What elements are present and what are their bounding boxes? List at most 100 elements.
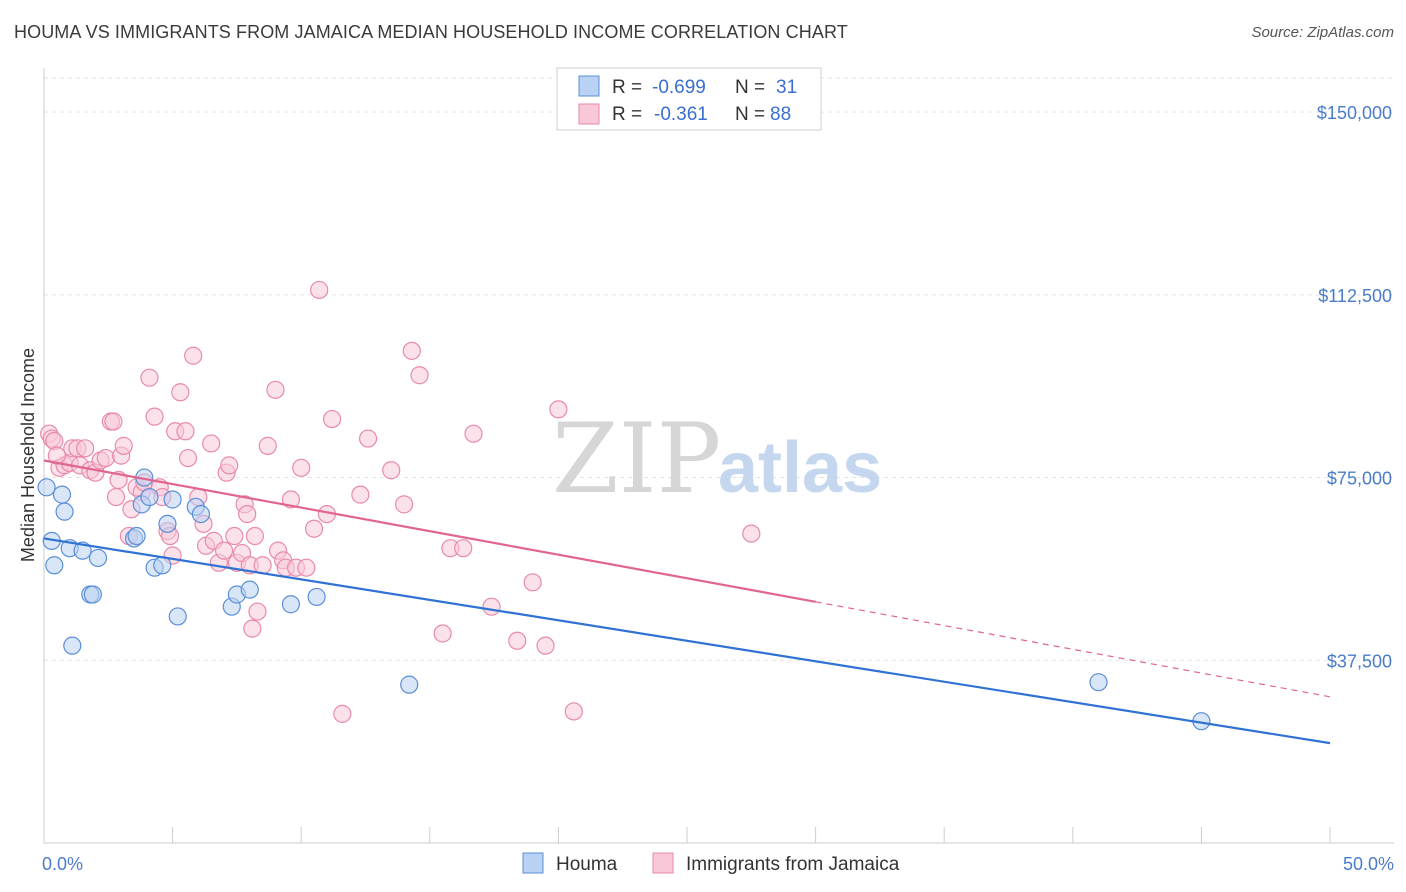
point-immigrants-from-jamaica-64 (297, 558, 316, 577)
point-houma-8 (83, 585, 102, 604)
bottom-legend-label-houma: Houma (556, 854, 618, 875)
watermark-zip: ZIP (552, 403, 721, 515)
trend-lines (43, 459, 1331, 745)
point-houma-18 (163, 490, 182, 509)
point-immigrants-from-jamaica-86 (742, 524, 761, 543)
point-houma-27 (400, 675, 419, 694)
legend-r-label-jamaica: R = (612, 104, 642, 125)
legend-frame (556, 67, 822, 131)
point-immigrants-from-jamaica-61 (281, 490, 301, 509)
point-immigrants-from-jamaica-84 (549, 400, 568, 419)
y-tick-label-1: $75,000 (1327, 469, 1392, 489)
point-houma-1 (45, 556, 64, 575)
point-immigrants-from-jamaica-54 (248, 602, 267, 621)
point-immigrants-from-jamaica-65 (304, 519, 324, 538)
point-immigrants-from-jamaica-69 (333, 704, 352, 723)
point-immigrants-from-jamaica-52 (243, 619, 262, 638)
point-immigrants-from-jamaica-26 (145, 407, 164, 426)
point-immigrants-from-jamaica-46 (225, 526, 244, 546)
point-immigrants-from-jamaica-78 (454, 539, 473, 558)
data-points (37, 280, 1211, 731)
y-tick-label-2: $112,500 (1318, 286, 1392, 306)
point-immigrants-from-jamaica-13 (96, 448, 115, 468)
point-houma-2 (52, 485, 72, 504)
y-axis-label: Median Household Income (18, 348, 38, 562)
point-immigrants-from-jamaica-36 (184, 346, 203, 365)
point-immigrants-from-jamaica-56 (258, 436, 277, 455)
point-houma-6 (73, 541, 92, 560)
point-immigrants-from-jamaica-68 (322, 409, 342, 429)
point-immigrants-from-jamaica-81 (508, 631, 527, 650)
point-houma-25 (281, 595, 301, 614)
trend-line-immigrants-from-jamaica (43, 459, 816, 603)
point-immigrants-from-jamaica-53 (245, 526, 265, 546)
point-immigrants-from-jamaica-71 (358, 429, 378, 448)
point-immigrants-from-jamaica-16 (106, 487, 126, 507)
point-immigrants-from-jamaica-19 (114, 436, 133, 455)
point-immigrants-from-jamaica-9 (76, 439, 95, 458)
bottom-legend-label-jamaica: Immigrants from Jamaica (686, 854, 900, 875)
legend-r-value-jamaica: -0.361 (654, 104, 708, 125)
point-houma-17 (158, 514, 177, 533)
x-tick-label-0: 0.0% (42, 854, 83, 874)
point-immigrants-from-jamaica-45 (220, 456, 239, 475)
bottom-legend-swatch-houma (522, 852, 544, 874)
legend-r-value-houma: -0.699 (652, 77, 706, 98)
legend-swatch-jamaica (578, 103, 600, 125)
point-immigrants-from-jamaica-15 (104, 412, 123, 431)
point-immigrants-from-jamaica-63 (292, 458, 311, 477)
point-immigrants-from-jamaica-76 (433, 624, 452, 643)
legend-box: R = -0.699 N = 31 R = -0.361 N = 88 (556, 67, 822, 131)
point-houma-26 (307, 587, 326, 607)
point-houma-14 (140, 487, 159, 507)
point-immigrants-from-jamaica-87 (47, 446, 66, 465)
y-tick-label-3: $150,000 (1317, 103, 1392, 123)
point-immigrants-from-jamaica-33 (171, 383, 190, 402)
x-tick-label-1: 50.0% (1343, 854, 1394, 874)
point-houma-9 (88, 548, 108, 568)
trend-line-dashed-immigrants-from-jamaica (815, 601, 1331, 698)
point-immigrants-from-jamaica-50 (238, 504, 257, 524)
bottom-legend-swatch-jamaica (652, 852, 674, 874)
watermark: ZIP atlas (552, 403, 882, 515)
chart-title: HOUMA VS IMMIGRANTS FROM JAMAICA MEDIAN … (14, 22, 848, 42)
axes (43, 68, 1394, 844)
point-immigrants-from-jamaica-35 (178, 448, 198, 468)
point-houma-0 (37, 478, 56, 497)
legend-swatch-houma (578, 75, 600, 97)
legend-n-label-houma: N = (735, 77, 765, 98)
point-immigrants-from-jamaica-74 (402, 341, 421, 360)
bottom-legend: Houma Immigrants from Jamaica (522, 852, 900, 875)
point-houma-11 (127, 526, 146, 546)
watermark-atlas: atlas (718, 428, 882, 508)
legend-n-label-jamaica: N = (735, 104, 765, 125)
x-tick-labels: 0.0% 50.0% (42, 854, 1394, 874)
y-tick-labels: $37,500 $75,000 $112,500 $150,000 (1317, 103, 1392, 671)
point-houma-19 (168, 607, 187, 626)
legend-n-value-houma: 31 (776, 77, 797, 98)
point-houma-21 (191, 504, 210, 524)
point-immigrants-from-jamaica-79 (464, 424, 483, 443)
point-immigrants-from-jamaica-73 (394, 495, 414, 514)
y-tick-label-0: $37,500 (1327, 651, 1392, 671)
point-immigrants-from-jamaica-66 (310, 280, 329, 300)
point-houma-28 (1089, 673, 1108, 692)
trend-line-houma (43, 537, 1331, 745)
point-immigrants-from-jamaica-40 (202, 434, 221, 453)
point-houma-24 (240, 580, 259, 599)
point-immigrants-from-jamaica-75 (410, 366, 429, 385)
point-immigrants-from-jamaica-83 (536, 636, 555, 655)
legend-n-value-jamaica: 88 (770, 104, 791, 125)
point-immigrants-from-jamaica-85 (564, 702, 583, 721)
point-immigrants-from-jamaica-70 (351, 485, 370, 504)
legend-r-label-houma: R = (612, 77, 642, 98)
chart-source: Source: ZipAtlas.com (1251, 24, 1394, 41)
point-immigrants-from-jamaica-80 (482, 597, 501, 616)
point-immigrants-from-jamaica-43 (214, 541, 234, 560)
point-houma-3 (55, 502, 74, 521)
point-immigrants-from-jamaica-72 (382, 461, 401, 480)
point-immigrants-from-jamaica-57 (266, 380, 285, 399)
point-immigrants-from-jamaica-34 (176, 422, 195, 441)
point-immigrants-from-jamaica-25 (140, 368, 159, 387)
